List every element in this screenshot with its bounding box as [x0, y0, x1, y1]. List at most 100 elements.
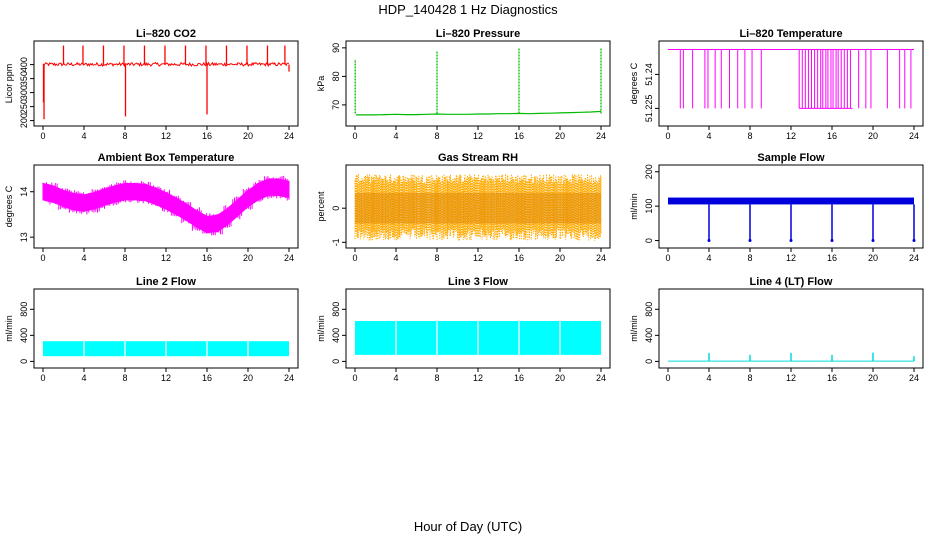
panel-title: Line 3 Flow — [448, 276, 508, 288]
x-tick-label: 20 — [868, 373, 878, 383]
x-tick-label: 8 — [122, 253, 127, 263]
panel-frame — [658, 40, 924, 127]
panel-8: Line 3 Flow 0 4 8 12 16 20 24 0 400 800 ml/min — [316, 276, 611, 383]
panel-frame — [33, 40, 299, 127]
panel-frame — [345, 40, 611, 127]
y-tick-label: 90 — [331, 43, 341, 53]
x-tick-label: 20 — [555, 131, 565, 141]
x-tick-label: 12 — [786, 131, 796, 141]
x-tick-label: 8 — [747, 131, 752, 141]
figure-xlabel: Hour of Day (UTC) — [414, 519, 522, 534]
x-tick-label: 24 — [909, 131, 919, 141]
y-tick-label: 51.24 — [644, 63, 654, 86]
x-tick-label: 20 — [868, 131, 878, 141]
y-tick-label: 70 — [331, 100, 341, 110]
y-axis-label: kPa — [316, 76, 326, 92]
y-axis-label: degrees C — [629, 62, 639, 104]
y-tick-label: 800 — [644, 302, 654, 317]
x-tick-label: 24 — [284, 253, 294, 263]
y-tick-label: -1 — [331, 238, 341, 246]
series-line — [356, 110, 602, 116]
y-tick-label: 14 — [19, 187, 29, 197]
x-tick-label: 20 — [868, 253, 878, 263]
x-tick-label: 4 — [81, 131, 86, 141]
y-tick-label: 250 — [19, 99, 29, 114]
x-tick-label: 4 — [393, 131, 398, 141]
panel-title: Li–820 CO2 — [136, 28, 196, 40]
panel-title: Li–820 Pressure — [436, 28, 520, 40]
x-tick-label: 8 — [434, 253, 439, 263]
x-tick-label: 12 — [473, 253, 483, 263]
panel-title: Li–820 Temperature — [739, 28, 842, 40]
x-tick-label: 8 — [747, 253, 752, 263]
x-tick-label: 24 — [909, 253, 919, 263]
dip-point — [748, 239, 752, 243]
x-tick-label: 24 — [909, 373, 919, 383]
x-tick-label: 20 — [243, 373, 253, 383]
panel-title: Line 4 (LT) Flow — [750, 276, 833, 288]
x-tick-label: 4 — [706, 131, 711, 141]
x-tick-label: 12 — [786, 373, 796, 383]
x-tick-label: 8 — [434, 131, 439, 141]
y-tick-label: 51.225 — [644, 95, 654, 123]
x-tick-label: 0 — [40, 131, 45, 141]
x-tick-label: 8 — [122, 373, 127, 383]
x-tick-label: 8 — [434, 373, 439, 383]
y-tick-label: 100 — [644, 199, 654, 214]
y-tick-label: 350 — [19, 71, 29, 86]
x-tick-label: 16 — [514, 253, 524, 263]
x-tick-label: 16 — [202, 131, 212, 141]
x-tick-label: 24 — [284, 131, 294, 141]
x-tick-label: 0 — [352, 131, 357, 141]
x-tick-label: 16 — [514, 131, 524, 141]
x-tick-label: 20 — [243, 253, 253, 263]
y-axis-label: ml/min — [316, 315, 326, 342]
y-tick-label: 400 — [644, 328, 654, 343]
x-tick-label: 16 — [514, 373, 524, 383]
dip-point — [912, 239, 916, 243]
dip-point — [707, 239, 711, 243]
x-tick-label: 8 — [747, 373, 752, 383]
x-tick-label: 12 — [161, 253, 171, 263]
x-tick-label: 24 — [284, 373, 294, 383]
y-tick-label: 200 — [19, 113, 29, 128]
x-tick-label: 0 — [665, 373, 670, 383]
x-tick-label: 16 — [827, 253, 837, 263]
dip-point — [830, 239, 834, 243]
panel-5: Gas Stream RH 0 4 8 12 16 20 24 -1 0 percent — [316, 152, 611, 263]
y-tick-label: 0 — [19, 359, 29, 364]
x-tick-label: 16 — [827, 131, 837, 141]
x-tick-label: 16 — [202, 373, 212, 383]
x-tick-label: 16 — [202, 253, 212, 263]
panel-6: Sample Flow 0 4 8 12 16 20 24 0 100 200 ml/min — [629, 152, 924, 263]
x-tick-label: 0 — [40, 253, 45, 263]
figure-title: HDP_140428 1 Hz Diagnostics — [378, 2, 558, 17]
y-tick-label: 0 — [331, 359, 341, 364]
series-band — [668, 197, 914, 205]
dip-point — [871, 239, 875, 243]
x-tick-label: 0 — [352, 373, 357, 383]
y-axis-label: Licor ppm — [4, 64, 14, 104]
x-tick-label: 24 — [596, 253, 606, 263]
x-tick-label: 12 — [786, 253, 796, 263]
y-tick-label: 400 — [19, 328, 29, 343]
x-tick-label: 0 — [665, 131, 670, 141]
panel-7: Line 2 Flow 0 4 8 12 16 20 24 0 400 800 ml/min — [4, 276, 299, 383]
y-tick-label: 800 — [19, 302, 29, 317]
panel-title: Gas Stream RH — [438, 152, 518, 164]
x-tick-label: 4 — [706, 373, 711, 383]
y-tick-label: 0 — [644, 238, 654, 243]
y-axis-label: ml/min — [629, 315, 639, 342]
panel-9: Line 4 (LT) Flow 0 4 8 12 16 20 24 0 400 800 ml/min — [629, 276, 924, 383]
y-tick-label: 400 — [331, 328, 341, 343]
panel-3: Li–820 Temperature 0 4 8 12 16 20 24 51.225 51.24… — [629, 28, 924, 141]
x-tick-label: 20 — [555, 373, 565, 383]
panel-2: Li–820 Pressure 0 4 8 12 16 20 24 70 80 90 kPa — [316, 28, 611, 141]
x-tick-label: 12 — [161, 373, 171, 383]
x-tick-label: 24 — [596, 131, 606, 141]
dip-point — [789, 239, 793, 243]
y-axis-label: ml/min — [629, 193, 639, 220]
